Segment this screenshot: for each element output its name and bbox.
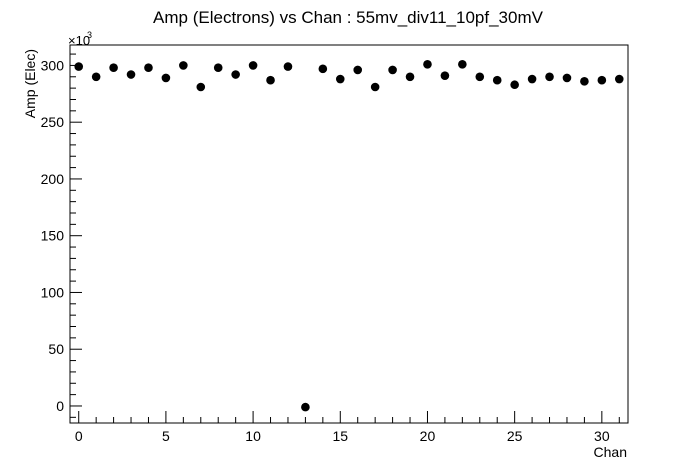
data-points — [74, 59, 624, 412]
data-point — [353, 65, 363, 75]
y-multiplier-base: ×10 — [68, 33, 90, 48]
y-tick-label: 300 — [41, 57, 65, 73]
data-point — [266, 75, 275, 85]
x-axis-ticks: 0 5 10 15 20 25 30 — [75, 411, 620, 444]
x-tick-label: 30 — [594, 428, 610, 444]
data-point — [126, 70, 136, 79]
y-tick-label: 250 — [41, 114, 65, 130]
data-point — [545, 72, 554, 82]
y-axis-label: Amp (Elec) — [22, 49, 38, 118]
y-tick-label: 50 — [48, 341, 64, 357]
data-point — [318, 64, 328, 74]
data-point — [161, 73, 171, 83]
x-tick-label: 20 — [420, 428, 436, 444]
data-point — [614, 74, 624, 84]
y-tick-label: 100 — [41, 284, 65, 300]
y-tick-label: 200 — [41, 171, 65, 187]
data-point — [231, 70, 240, 79]
data-point — [179, 61, 188, 70]
y-tick-label: 150 — [41, 228, 65, 244]
data-point — [335, 74, 345, 84]
data-point — [458, 59, 467, 69]
data-point — [580, 77, 589, 86]
data-point — [301, 402, 310, 412]
x-tick-label: 15 — [332, 428, 348, 444]
chart-title: Amp (Electrons) vs Chan : 55mv_div11_10p… — [153, 8, 544, 27]
x-tick-label: 25 — [507, 428, 523, 444]
data-point — [388, 65, 397, 75]
data-point — [213, 63, 223, 73]
plot-frame — [69, 44, 629, 424]
data-point — [562, 73, 572, 83]
data-point — [109, 63, 118, 73]
data-point — [597, 75, 607, 85]
data-point — [248, 61, 258, 70]
data-point — [91, 72, 101, 82]
data-point — [405, 72, 415, 82]
x-tick-label: 0 — [75, 428, 83, 444]
data-point — [475, 72, 485, 82]
data-point — [423, 59, 432, 69]
data-point — [74, 62, 84, 71]
data-point — [527, 74, 537, 84]
x-axis-label: Chan — [594, 444, 627, 460]
data-point — [510, 80, 519, 90]
y-tick-label: 0 — [56, 398, 64, 414]
y-multiplier-exponent: 3 — [87, 30, 92, 40]
x-tick-label: 10 — [245, 428, 261, 444]
data-point — [283, 62, 293, 71]
data-point — [196, 82, 206, 92]
data-point — [144, 63, 153, 73]
x-tick-label: 5 — [162, 428, 170, 444]
data-point — [492, 75, 502, 85]
data-point — [370, 82, 380, 92]
data-point — [440, 71, 450, 80]
y-multiplier: ×10 3 — [68, 30, 92, 48]
y-axis-ticks: 0 50 100 150 200 250 300 — [41, 53, 82, 418]
